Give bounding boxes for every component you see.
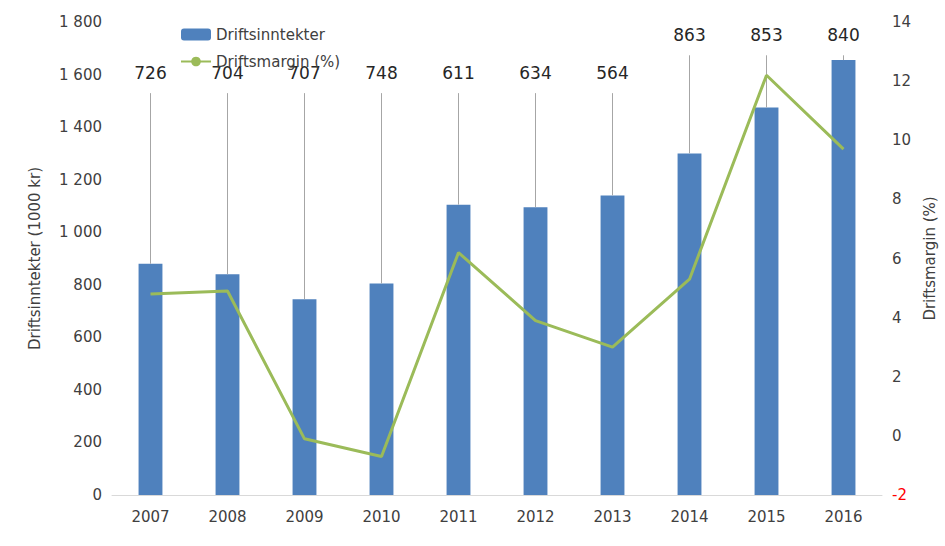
svg-text:2014: 2014 — [670, 508, 708, 526]
svg-text:1 400: 1 400 — [59, 118, 102, 136]
svg-text:840: 840 — [827, 25, 859, 45]
svg-text:611: 611 — [442, 63, 474, 83]
svg-text:707: 707 — [288, 62, 321, 83]
svg-text:2013: 2013 — [593, 508, 631, 526]
svg-text:2: 2 — [892, 368, 902, 386]
svg-text:634: 634 — [519, 63, 551, 83]
svg-text:2007: 2007 — [131, 508, 169, 526]
svg-text:1 600: 1 600 — [59, 66, 102, 84]
svg-text:748: 748 — [365, 63, 397, 83]
svg-text:6: 6 — [892, 250, 902, 268]
svg-text:704: 704 — [211, 62, 244, 83]
svg-text:Driftsinntekter: Driftsinntekter — [216, 26, 326, 44]
svg-text:8: 8 — [892, 190, 902, 208]
svg-text:800: 800 — [73, 276, 102, 294]
svg-text:2011: 2011 — [439, 508, 477, 526]
svg-text:-2: -2 — [892, 486, 907, 504]
svg-text:2009: 2009 — [285, 508, 323, 526]
svg-text:Driftsinntekter (1000 kr): Driftsinntekter (1000 kr) — [26, 167, 44, 350]
svg-text:2016: 2016 — [824, 508, 862, 526]
svg-text:12: 12 — [892, 72, 911, 90]
svg-text:4: 4 — [892, 309, 902, 327]
svg-text:726: 726 — [134, 63, 166, 83]
svg-text:10: 10 — [892, 131, 911, 149]
svg-text:14: 14 — [892, 13, 911, 31]
svg-text:1 200: 1 200 — [59, 171, 102, 189]
svg-text:2010: 2010 — [362, 508, 400, 526]
svg-text:Driftsmargin (%): Driftsmargin (%) — [921, 196, 939, 320]
svg-text:200: 200 — [73, 433, 102, 451]
svg-text:853: 853 — [750, 25, 782, 45]
svg-text:564: 564 — [596, 63, 628, 83]
svg-text:2012: 2012 — [516, 508, 554, 526]
svg-text:1 800: 1 800 — [59, 13, 102, 31]
svg-text:400: 400 — [73, 381, 102, 399]
svg-text:2008: 2008 — [208, 508, 246, 526]
svg-text:Driftsmargin (%): Driftsmargin (%) — [216, 53, 340, 71]
svg-text:863: 863 — [673, 25, 705, 45]
svg-text:600: 600 — [73, 328, 102, 346]
svg-text:0: 0 — [892, 427, 902, 445]
svg-text:0: 0 — [92, 486, 102, 504]
svg-text:2015: 2015 — [747, 508, 785, 526]
svg-text:1 000: 1 000 — [59, 223, 102, 241]
